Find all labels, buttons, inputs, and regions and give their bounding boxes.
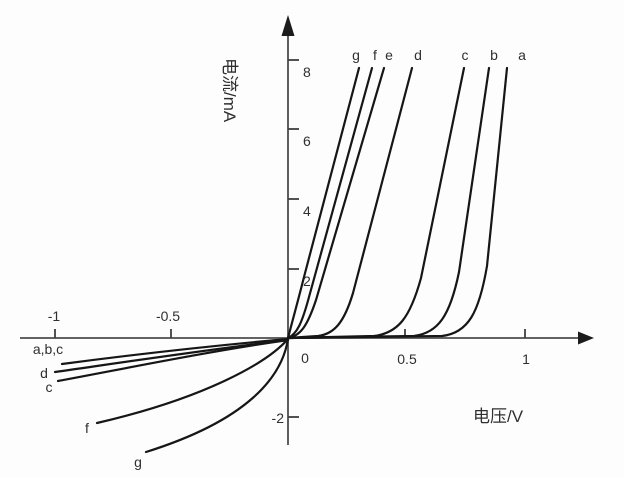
curve-label-a-top: a	[518, 47, 526, 63]
curve-label-d-reverse: d	[40, 365, 48, 381]
x-tick-label-neg0_5: -0.5	[156, 308, 180, 324]
x-tick-label-0_5: 0.5	[397, 351, 417, 367]
curve-label-e-top: e	[385, 47, 393, 63]
x-tick-label-0: 0	[301, 350, 309, 366]
y-axis-title: 电流/mA	[220, 58, 239, 123]
curve-b-forward	[286, 66, 491, 340]
y-tick-label-4: 4	[303, 203, 311, 219]
curve-g-reverse	[144, 337, 290, 454]
curve-label-g-reverse: g	[134, 454, 142, 470]
y-axis-arrow-icon	[281, 15, 295, 36]
x-axis-title: 电压/V	[473, 407, 524, 426]
x-tick-label-neg1: -1	[48, 308, 61, 324]
curve-label-c-top: c	[462, 47, 469, 63]
curve-f-reverse	[95, 337, 290, 425]
y-tick-label-neg2: -2	[272, 410, 285, 426]
curve-label-f-reverse: f	[85, 420, 89, 436]
y-tick-label-6: 6	[303, 133, 311, 149]
curve-label-b-top: b	[490, 47, 498, 63]
x-axis-arrow-icon	[578, 331, 594, 345]
curve-label-abc-reverse: a,b,c	[33, 341, 63, 357]
y-tick-label-8: 8	[303, 64, 311, 80]
curve-label-e-reverse: c	[46, 379, 53, 395]
curve-a-forward	[286, 66, 509, 340]
x-tick-label-1: 1	[522, 351, 530, 367]
curve-label-f-top: f	[373, 47, 377, 63]
y-tick-label-2: 2	[303, 273, 311, 289]
curve-label-d-top: d	[414, 47, 422, 63]
curve-f-forward	[286, 66, 374, 340]
curve-e-reverse	[56, 338, 290, 383]
curve-label-g-top: g	[352, 47, 360, 63]
curve-abc-reverse	[60, 337, 290, 366]
curve-d-forward	[286, 66, 414, 340]
curve-g-forward	[286, 66, 361, 340]
